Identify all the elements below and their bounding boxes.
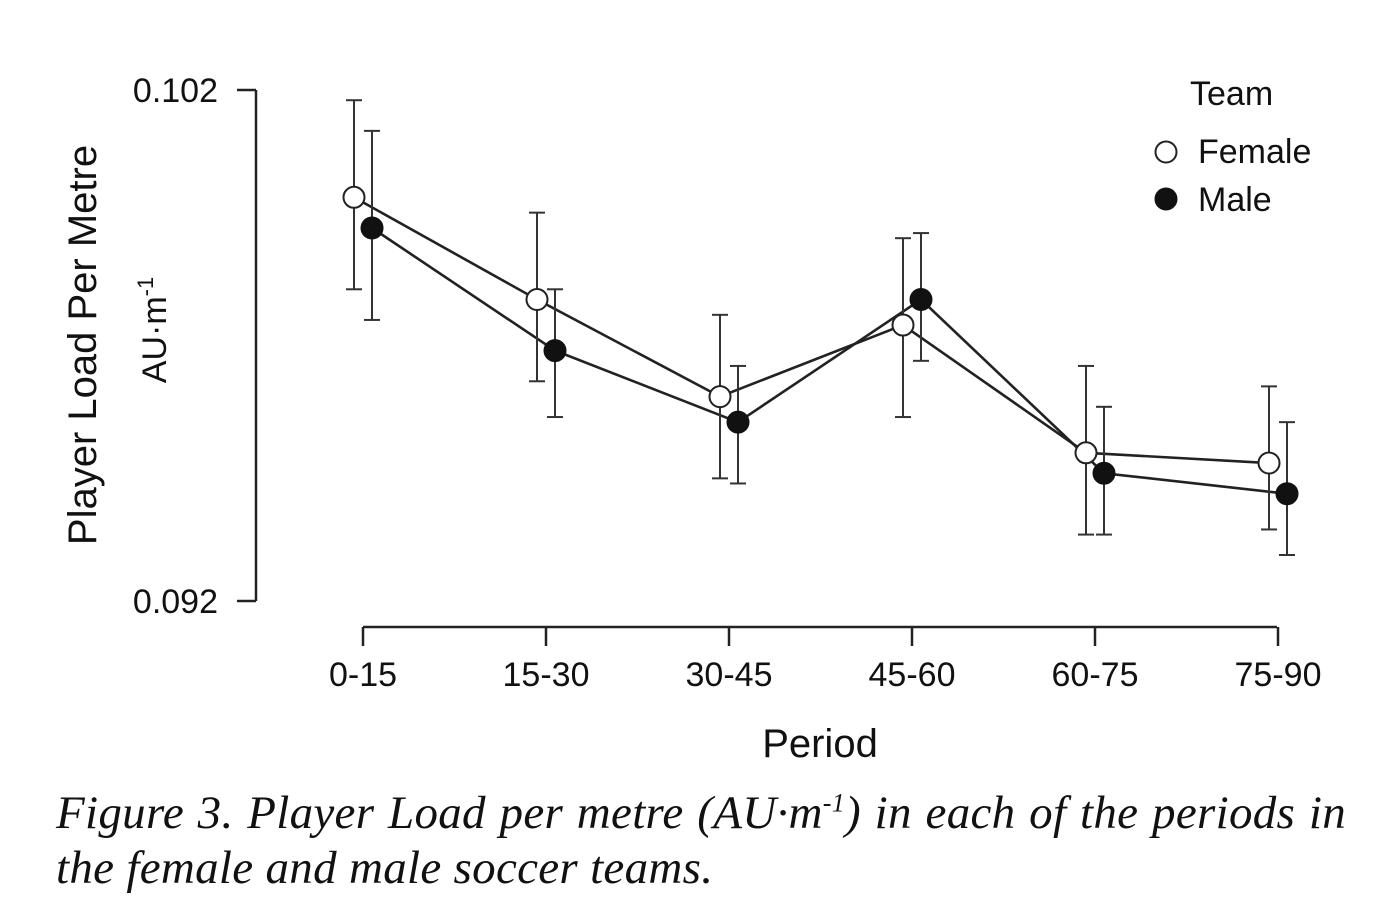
x-tick-label-5: 75-90 — [1235, 656, 1322, 694]
y-tick-label-1: 0.092 — [133, 583, 218, 621]
legend-label-female: Female — [1198, 133, 1311, 171]
y-axis-unit: AU·m-1 — [133, 277, 174, 383]
caption-sup: -1 — [822, 788, 846, 818]
caption-text-after: ) in each of the periods in the female a… — [56, 787, 1346, 894]
y-tick-label-0: 0.102 — [133, 72, 218, 110]
series-line-female — [353, 196, 1270, 465]
y-axis-unit-sup: -1 — [133, 277, 158, 297]
legend-label-male: Male — [1198, 181, 1272, 219]
series-line-male — [371, 226, 1288, 495]
legend-marker-female — [1154, 140, 1178, 164]
line-chart: 0.102 0.092 0-15 15-30 30-45 45-60 60-75 75-90… — [61, 72, 1322, 766]
point-female-4 — [1074, 441, 1098, 465]
point-male-3 — [909, 288, 933, 312]
x-tick-label-0: 0-15 — [329, 656, 397, 694]
y-axis: 0.102 0.092 — [133, 72, 258, 621]
point-male-1 — [543, 339, 567, 363]
point-female-3 — [891, 313, 915, 337]
point-male-0 — [360, 216, 384, 240]
x-axis: 0-15 15-30 30-45 45-60 60-75 75-90 — [329, 625, 1322, 694]
legend: Team Female Male — [1154, 75, 1311, 219]
point-male-2 — [726, 410, 750, 434]
x-tick-label-3: 45-60 — [869, 656, 956, 694]
y-axis-unit-base: AU·m — [136, 296, 174, 383]
series-group — [342, 99, 1299, 557]
figure-caption: Figure 3. Player Load per metre (AU·m-1)… — [56, 786, 1346, 896]
y-axis-title: Player Load Per Metre — [61, 145, 105, 545]
legend-marker-male — [1154, 187, 1178, 211]
x-axis-title: Period — [762, 722, 878, 766]
point-female-5 — [1257, 451, 1281, 475]
point-male-4 — [1092, 461, 1116, 485]
point-female-2 — [708, 385, 732, 409]
point-female-0 — [342, 185, 366, 209]
x-tick-label-2: 30-45 — [686, 656, 773, 694]
point-male-5 — [1275, 482, 1299, 506]
x-tick-label-1: 15-30 — [503, 656, 590, 694]
caption-text-before: Figure 3. Player Load per metre (AU·m — [56, 787, 823, 839]
point-female-1 — [525, 288, 549, 312]
x-tick-label-4: 60-75 — [1052, 656, 1139, 694]
legend-title: Team — [1190, 75, 1273, 113]
